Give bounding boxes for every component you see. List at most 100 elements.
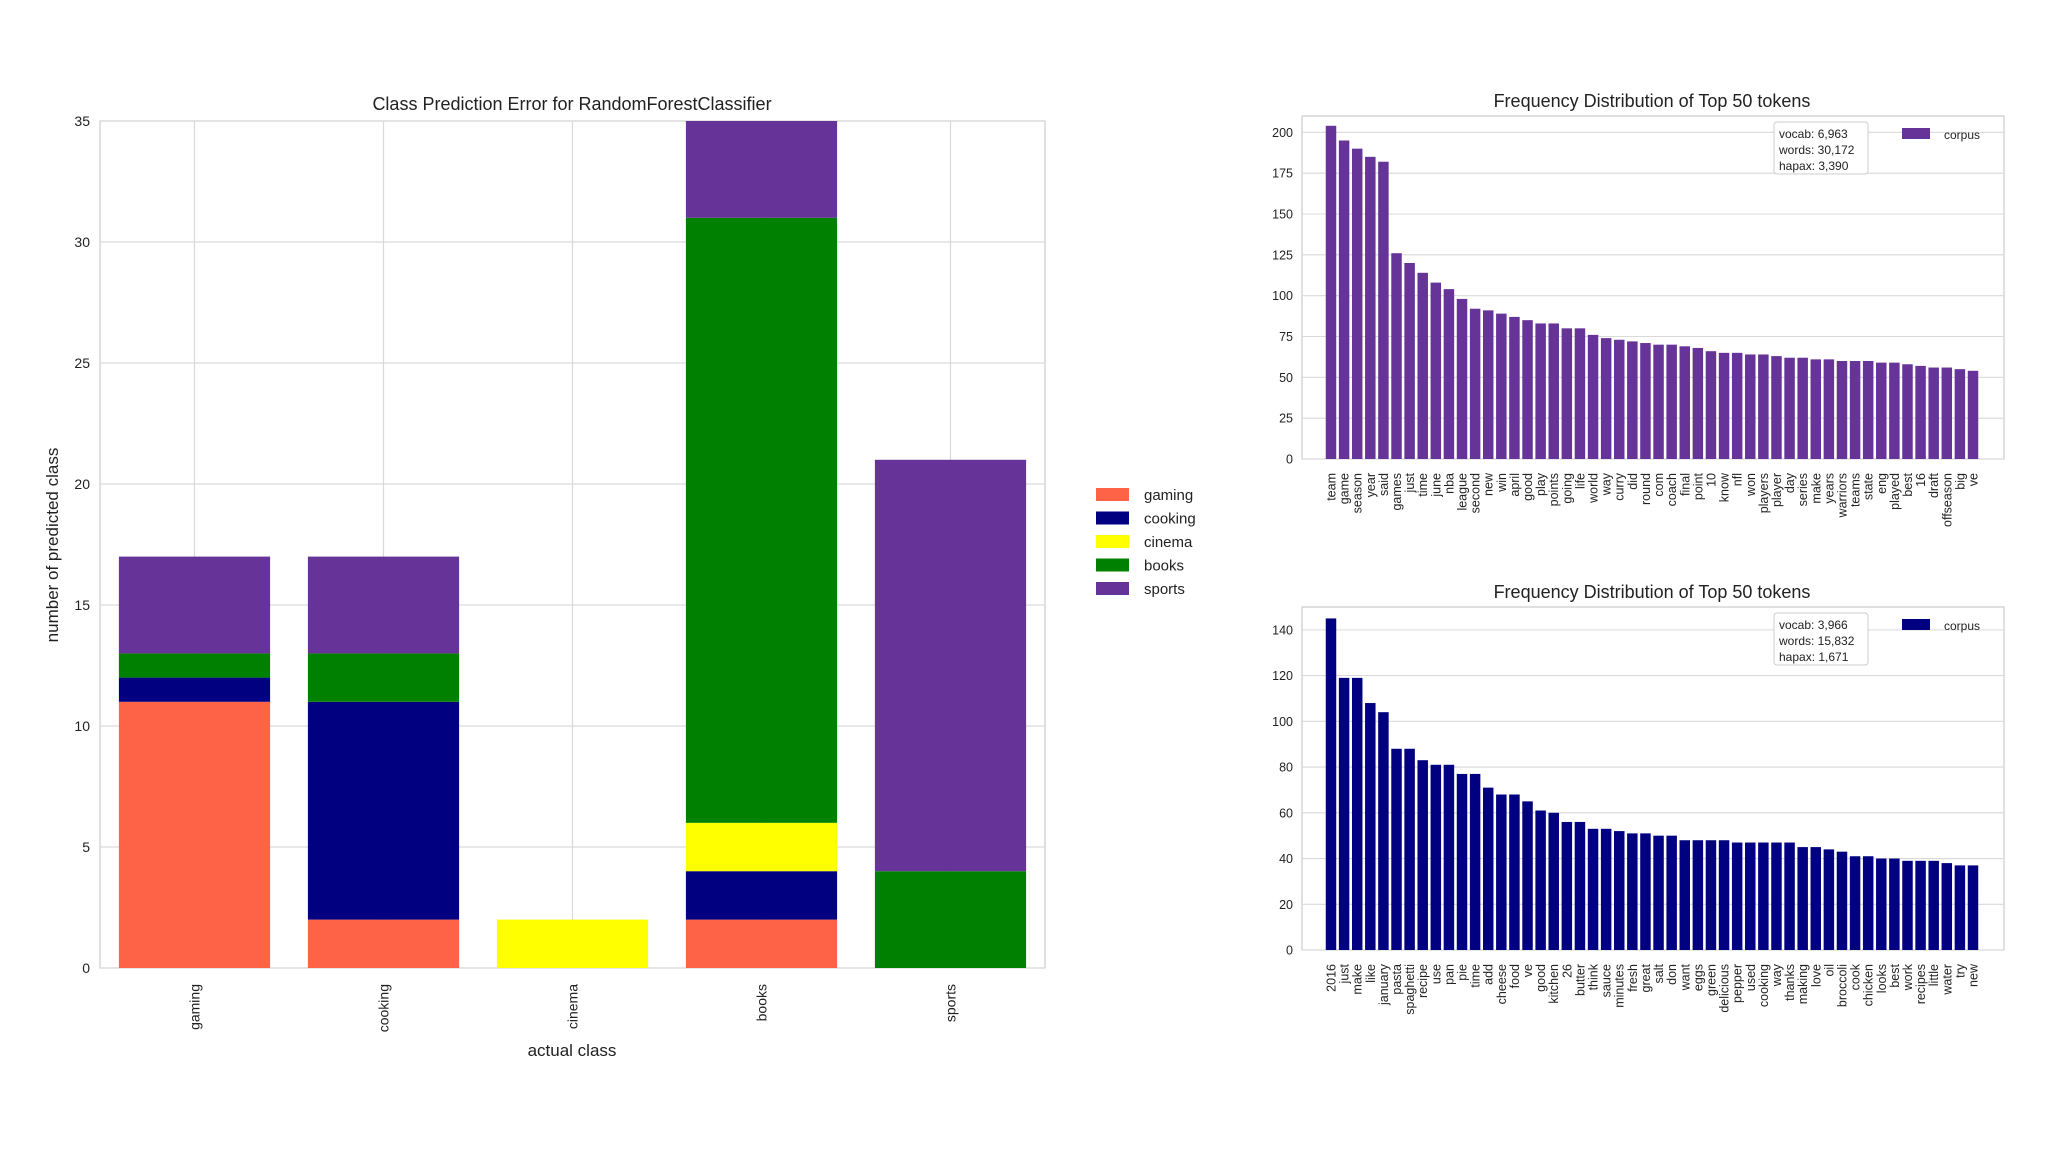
cpe-legend-swatch-cinema (1096, 535, 1129, 548)
fd1-bar-ve (1967, 370, 1979, 459)
fd1-legend: corpus (1902, 128, 1980, 142)
fd1-legend-label: corpus (1944, 128, 1980, 142)
fd2-x-tick-label: kitchen (1547, 964, 1561, 1004)
fd2-x-tick-label: eggs (1691, 964, 1705, 991)
fd2-stat-hapax: hapax: 1,671 (1779, 650, 1849, 664)
cpe-legend-label-books: books (1144, 558, 1184, 575)
fd2-y-tick-label: 60 (1279, 806, 1293, 820)
fd2-bar-don (1666, 835, 1677, 950)
cpe-y-tick-label: 20 (74, 476, 90, 492)
cpe-bars (118, 121, 1027, 968)
fd1-bar-players (1758, 354, 1769, 459)
cpe-y-axis-label: number of predicted class (43, 448, 62, 643)
fd1-x-tick-label: team (1325, 473, 1339, 501)
fd2-x-tick-label: chicken (1862, 964, 1876, 1006)
fd1-x-tick-label: warriors (1835, 473, 1849, 518)
fd2-x-tick-label: food (1508, 964, 1522, 988)
fd2-x-tick-label: use (1429, 964, 1443, 984)
fd1-x-tick-label: 16 (1914, 473, 1928, 487)
fd2-y-tick-label: 120 (1272, 669, 1293, 683)
fd2-x-tick-label: 26 (1560, 964, 1574, 978)
fd1-x-tick-label: eng (1875, 473, 1889, 494)
fd2-x-tick-label: work (1901, 963, 1915, 991)
fd2-x-tick-label: salt (1652, 963, 1666, 983)
fd1-bar-way (1600, 338, 1612, 459)
fd1-bar-life (1574, 328, 1586, 459)
fd1-y-tick-label: 100 (1272, 289, 1293, 303)
fd1-x-tick-label: good (1521, 473, 1535, 501)
cpe-bar-sports-sports (874, 459, 1027, 872)
fd1-bar-won (1745, 354, 1756, 459)
fd1-stat-hapax: hapax: 3,390 (1779, 159, 1849, 173)
fd1-stats-box: vocab: 6,963 words: 30,172 hapax: 3,390 (1773, 121, 1869, 175)
fd2-y-tick-label: 100 (1272, 715, 1293, 729)
cpe-bar-cooking-sports (307, 556, 460, 654)
fd2-bar-great (1640, 833, 1651, 950)
cpe-bar-books-cinema (685, 822, 838, 872)
fd1-x-tick-label: april (1508, 473, 1522, 497)
fd2-bar-food (1509, 794, 1520, 950)
fd1-bar-season (1351, 148, 1363, 459)
fd2-y-tick-label: 0 (1286, 944, 1293, 958)
cpe-y-tick-label: 0 (82, 960, 90, 976)
fd2-bar-just (1338, 677, 1350, 950)
freq-dist-cooking-chart: 0 20 40 60 80 100 120 140 2016 just make like janua… (1272, 582, 2005, 1015)
fd1-x-tick-label: ve (1967, 473, 1981, 486)
fd2-title: Frequency Distribution of Top 50 tokens (1494, 582, 1811, 602)
fd2-x-tick-label: time (1469, 964, 1483, 988)
fd2-x-tick-label: great (1639, 963, 1653, 992)
fd2-x-tick-label: just (1338, 963, 1352, 984)
fd1-bar-good (1522, 320, 1533, 459)
fd2-y-tick-label: 80 (1279, 761, 1293, 775)
cpe-y-tick-label: 5 (82, 839, 90, 855)
fd2-x-tick-label: spaghetti (1403, 964, 1417, 1015)
fd1-bar-win (1496, 313, 1507, 459)
fd1-x-tick-label: play (1534, 472, 1548, 496)
fd1-bar-draft (1928, 367, 1939, 459)
fd2-y-ticks: 0 20 40 60 80 100 120 140 (1272, 623, 1293, 957)
fd1-x-tick-label: point (1691, 472, 1705, 500)
fd2-x-tick-label: making (1796, 964, 1810, 1004)
fd2-x-tick-label: little (1927, 964, 1941, 986)
fd1-legend-swatch (1902, 128, 1930, 139)
fd1-stat-words: words: 30,172 (1778, 143, 1855, 157)
fd2-bar-delicious (1718, 840, 1730, 950)
fd2-bar-cooking (1758, 842, 1769, 950)
fd1-bar-june (1430, 282, 1442, 459)
fd2-bar-sauce (1600, 828, 1612, 950)
fd2-bar-cheese (1496, 794, 1507, 950)
fd2-bar-fresh (1627, 833, 1638, 950)
fd2-bar-green (1705, 840, 1717, 950)
fd2-bar-add (1482, 787, 1494, 950)
fd2-bar-thanks (1784, 842, 1795, 950)
fd2-x-tick-label: cook (1849, 963, 1863, 990)
fd1-x-tick-label: offseason (1940, 473, 1954, 527)
fd1-x-tick-label: state (1862, 473, 1876, 500)
fd2-x-tick-label: green (1704, 964, 1718, 996)
fd1-bar-series (1797, 357, 1808, 459)
fd1-y-tick-label: 200 (1272, 126, 1293, 140)
fd2-bar-water (1941, 863, 1953, 950)
fd2-bar-pan (1443, 764, 1455, 950)
fd2-bar-like (1365, 703, 1376, 950)
fd1-bar-know (1718, 352, 1730, 459)
fd1-bar-point (1692, 347, 1704, 459)
fd1-bar-league (1456, 298, 1468, 459)
fd1-x-tick-label: points (1547, 473, 1561, 506)
fd2-x-tick-label: love (1809, 964, 1823, 987)
fd1-x-tick-label: did (1626, 473, 1640, 490)
cpe-x-tick-label: cinema (565, 984, 581, 1029)
fd1-y-tick-label: 150 (1272, 208, 1293, 222)
fd2-bar-pasta (1391, 748, 1402, 950)
fd1-bar-best (1902, 364, 1913, 459)
fd2-stat-words: words: 15,832 (1778, 634, 1855, 648)
fd1-bar-final (1679, 346, 1690, 459)
fd2-bar-looks (1876, 858, 1887, 950)
fd1-x-tick-label: just (1403, 472, 1417, 493)
fd1-bar-april (1509, 316, 1520, 459)
fd1-bar-new (1482, 310, 1494, 459)
fd2-x-tick-label: add (1482, 964, 1496, 985)
cpe-legend-swatch-cooking (1096, 511, 1129, 525)
fd2-x-ticks: 2016 just make like january pasta spaghetti rec… (1325, 963, 1981, 1015)
fd2-x-tick-label: january (1377, 963, 1391, 1006)
